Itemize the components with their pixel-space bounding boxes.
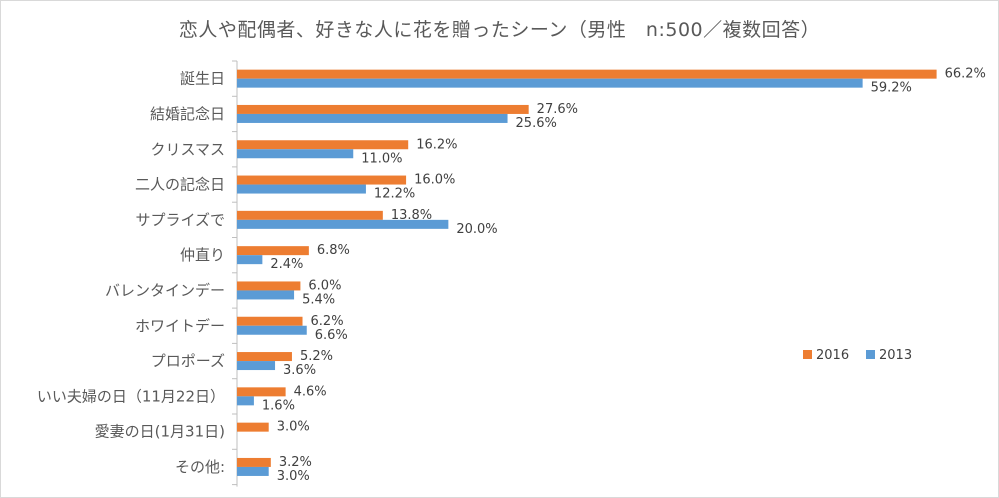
category-label: 二人の記念日: [135, 176, 225, 194]
category-label: バレンタインデー: [105, 281, 225, 299]
data-label-2013: 2.4%: [270, 257, 303, 272]
bar-2013: [237, 466, 269, 476]
data-label-2016: 3.2%: [279, 455, 312, 470]
data-label-2016: 4.6%: [294, 384, 327, 399]
data-label-2013: 20.0%: [456, 222, 497, 237]
bar-2016: [237, 352, 292, 362]
bar-2016: [237, 281, 301, 291]
bar-2016: [237, 457, 271, 467]
data-label-2013: 25.6%: [516, 116, 557, 131]
category-label: サプライズで: [135, 211, 225, 229]
data-label-2013: 3.0%: [277, 469, 310, 484]
bar-2016: [237, 422, 269, 432]
bar-2016: [237, 140, 409, 150]
bar-2013: [237, 219, 449, 229]
data-label-2013: 12.2%: [374, 187, 415, 202]
bar-2013: [237, 149, 354, 159]
bar-2016: [237, 69, 937, 79]
bar-2016: [237, 246, 309, 256]
bar-2016: [237, 316, 303, 326]
bar-2013: [237, 290, 295, 300]
data-label-2016: 16.2%: [416, 137, 457, 152]
bar-2016: [237, 387, 286, 397]
bar-2016: [237, 210, 383, 220]
category-label: プロポーズ: [151, 352, 225, 370]
chart-title: 恋人や配偶者、好きな人に花を贈ったシーン（男性 n:500／複数回答）: [178, 19, 821, 41]
data-label-2013: 59.2%: [871, 81, 912, 96]
bar-2016: [237, 104, 529, 114]
data-label-2016: 66.2%: [945, 67, 986, 82]
bar-2016: [237, 175, 407, 185]
data-label-2013: 11.0%: [361, 151, 402, 166]
category-label: 愛妻の日(1月31日): [95, 423, 225, 441]
data-label-2013: 5.4%: [302, 292, 335, 307]
bar-2013: [237, 113, 508, 123]
data-label-2016: 6.0%: [308, 278, 341, 293]
category-label: 結婚記念日: [150, 105, 225, 123]
bar-2013: [237, 325, 307, 335]
legend-swatch-2016: [803, 350, 812, 359]
bar-2013: [237, 184, 366, 194]
data-label-2016: 6.8%: [317, 243, 350, 258]
category-label: クリスマス: [150, 140, 225, 158]
category-label: ホワイトデー: [135, 317, 225, 335]
data-label-2013: 3.6%: [283, 363, 316, 378]
category-label: 仲直り: [180, 246, 225, 264]
bar-2013: [237, 396, 254, 406]
data-label-2016: 27.6%: [537, 102, 578, 117]
bar-2013: [237, 255, 263, 265]
data-label-2016: 16.0%: [414, 173, 455, 188]
bar-2013: [237, 361, 276, 371]
legend-label-2016: 2016: [816, 348, 849, 363]
legend-swatch-2013: [866, 350, 875, 359]
data-label-2016: 6.2%: [311, 314, 344, 329]
data-label-2016: 5.2%: [300, 349, 333, 364]
data-label-2016: 13.8%: [391, 208, 432, 223]
bar-2013: [237, 78, 863, 88]
category-label: その他:: [175, 458, 225, 476]
category-label: 誕生日: [180, 70, 225, 88]
data-label-2013: 6.6%: [315, 328, 348, 343]
category-label: いい夫婦の日（11月22日）: [37, 387, 225, 405]
legend-label-2013: 2013: [879, 348, 912, 363]
data-label-2016: 3.0%: [277, 420, 310, 435]
data-label-2013: 1.6%: [262, 398, 295, 413]
